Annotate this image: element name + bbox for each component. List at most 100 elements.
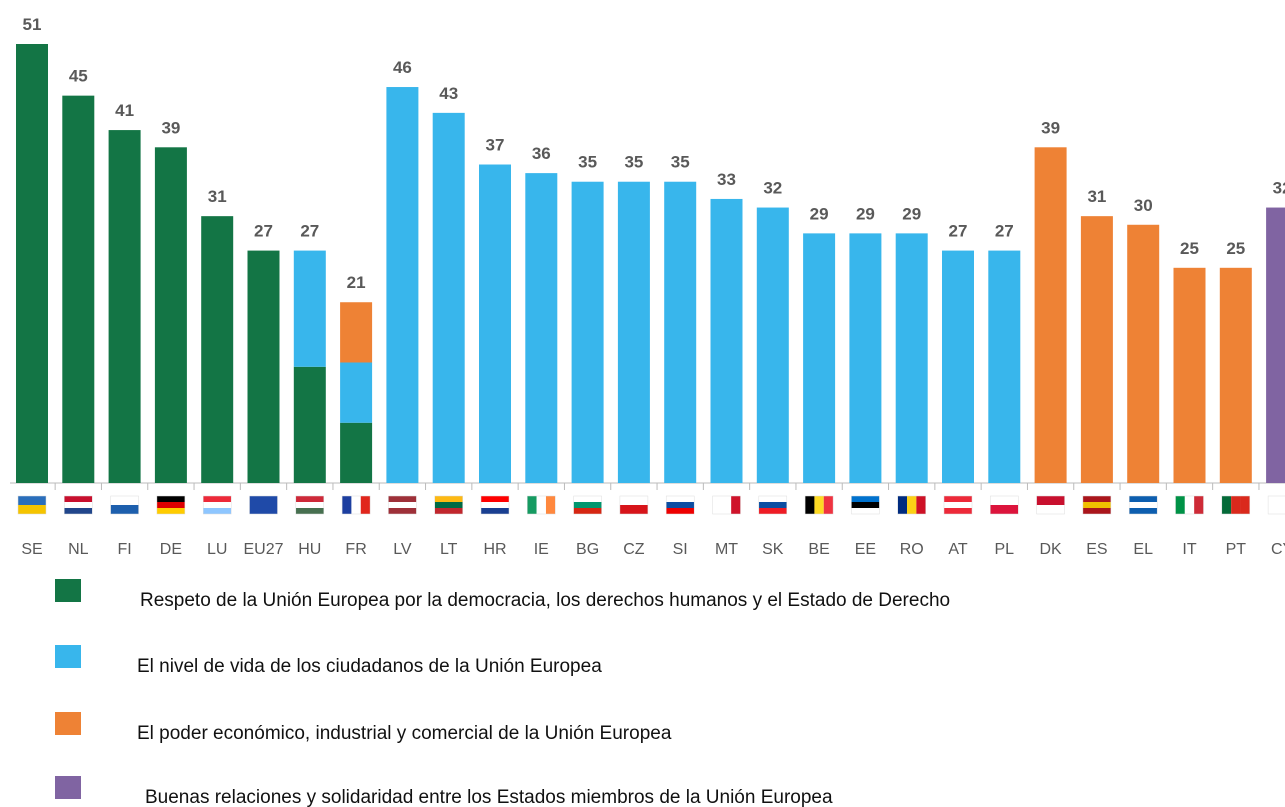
flag — [758, 502, 787, 508]
bar — [571, 181, 604, 483]
flag — [721, 496, 732, 514]
flag — [536, 496, 546, 514]
value-label: 45 — [69, 67, 88, 86]
bar — [849, 233, 882, 483]
value-label: 39 — [161, 118, 180, 137]
x-tick-label: SE — [21, 541, 42, 558]
value-label: 37 — [486, 136, 505, 155]
flag — [110, 496, 139, 505]
flag — [731, 496, 741, 514]
value-label: 29 — [902, 204, 921, 223]
flag-border — [527, 495, 556, 515]
legend-label: Buenas relaciones y solidaridad entre lo… — [145, 787, 833, 807]
flag — [1231, 496, 1241, 514]
flag — [666, 496, 695, 502]
x-tick-label: CZ — [623, 541, 645, 558]
x-tick-label: LU — [207, 541, 227, 558]
x-tick-label: PT — [1226, 541, 1247, 558]
bar — [756, 207, 789, 484]
flag — [814, 496, 824, 514]
flag — [295, 508, 324, 514]
flag — [156, 502, 185, 508]
bar — [340, 362, 373, 423]
x-tick-label: BE — [808, 541, 829, 558]
flag — [758, 508, 787, 514]
bar — [62, 95, 95, 483]
legend-swatch — [55, 579, 81, 602]
bar — [340, 422, 373, 483]
x-tick-label: FI — [117, 541, 131, 558]
value-label: 31 — [208, 187, 227, 206]
flag — [1184, 496, 1195, 514]
flag-border — [1267, 495, 1285, 515]
flag-border — [712, 495, 741, 515]
flag-border — [1128, 495, 1158, 515]
value-label: 33 — [717, 170, 736, 189]
x-tick-label: ES — [1086, 541, 1107, 558]
flag — [1129, 508, 1158, 514]
flag-border — [110, 495, 139, 515]
flag-border — [851, 495, 880, 515]
flag — [1175, 496, 1185, 514]
x-tick-label: FR — [345, 541, 366, 558]
bar — [108, 130, 141, 483]
flag — [295, 496, 324, 502]
flag — [1129, 496, 1158, 502]
flag — [64, 508, 93, 514]
flag — [388, 508, 417, 514]
flag — [360, 496, 371, 514]
flag — [758, 496, 787, 502]
x-tick-label: SI — [673, 541, 688, 558]
legend-swatch — [55, 712, 81, 735]
value-label: 32 — [1273, 179, 1285, 198]
flag — [388, 496, 417, 502]
bar — [340, 302, 373, 363]
bar — [1266, 207, 1285, 484]
flag — [944, 502, 972, 508]
bar — [432, 112, 465, 484]
flag — [897, 496, 908, 514]
x-tick-label: DE — [160, 541, 182, 558]
flag — [203, 502, 232, 508]
flag — [712, 496, 722, 514]
flag — [434, 502, 463, 508]
flag — [249, 505, 278, 514]
flag — [64, 496, 93, 502]
flag — [481, 496, 509, 502]
legend-label: El nivel de vida de los ciudadanos de la… — [137, 656, 602, 677]
flag — [805, 496, 815, 514]
value-label: 32 — [763, 179, 782, 198]
value-label: 35 — [578, 153, 597, 172]
flag — [481, 502, 509, 508]
flag — [434, 496, 463, 502]
x-tick-label: EE — [855, 541, 876, 558]
flag-border — [156, 495, 186, 515]
flag — [1221, 496, 1232, 514]
flag — [851, 502, 880, 508]
x-tick-label: BG — [576, 541, 599, 558]
bar — [247, 250, 280, 483]
flag — [1036, 496, 1065, 505]
bar — [16, 44, 48, 483]
flag — [156, 496, 185, 502]
flag — [110, 505, 139, 514]
bar — [1173, 267, 1206, 483]
flag-border — [249, 495, 278, 515]
flag-border — [758, 495, 788, 515]
flag — [573, 496, 602, 502]
value-label: 51 — [23, 15, 42, 34]
flag — [351, 496, 361, 514]
value-label: 29 — [856, 204, 875, 223]
value-label: 25 — [1180, 239, 1199, 258]
flag — [18, 505, 46, 514]
bar — [293, 250, 326, 367]
flag-border — [573, 495, 602, 515]
flag — [1240, 496, 1250, 514]
flag — [295, 502, 324, 508]
flag — [916, 496, 926, 514]
value-label: 25 — [1226, 239, 1245, 258]
flag — [1129, 502, 1158, 508]
value-label: 35 — [624, 153, 643, 172]
flag — [851, 508, 880, 514]
